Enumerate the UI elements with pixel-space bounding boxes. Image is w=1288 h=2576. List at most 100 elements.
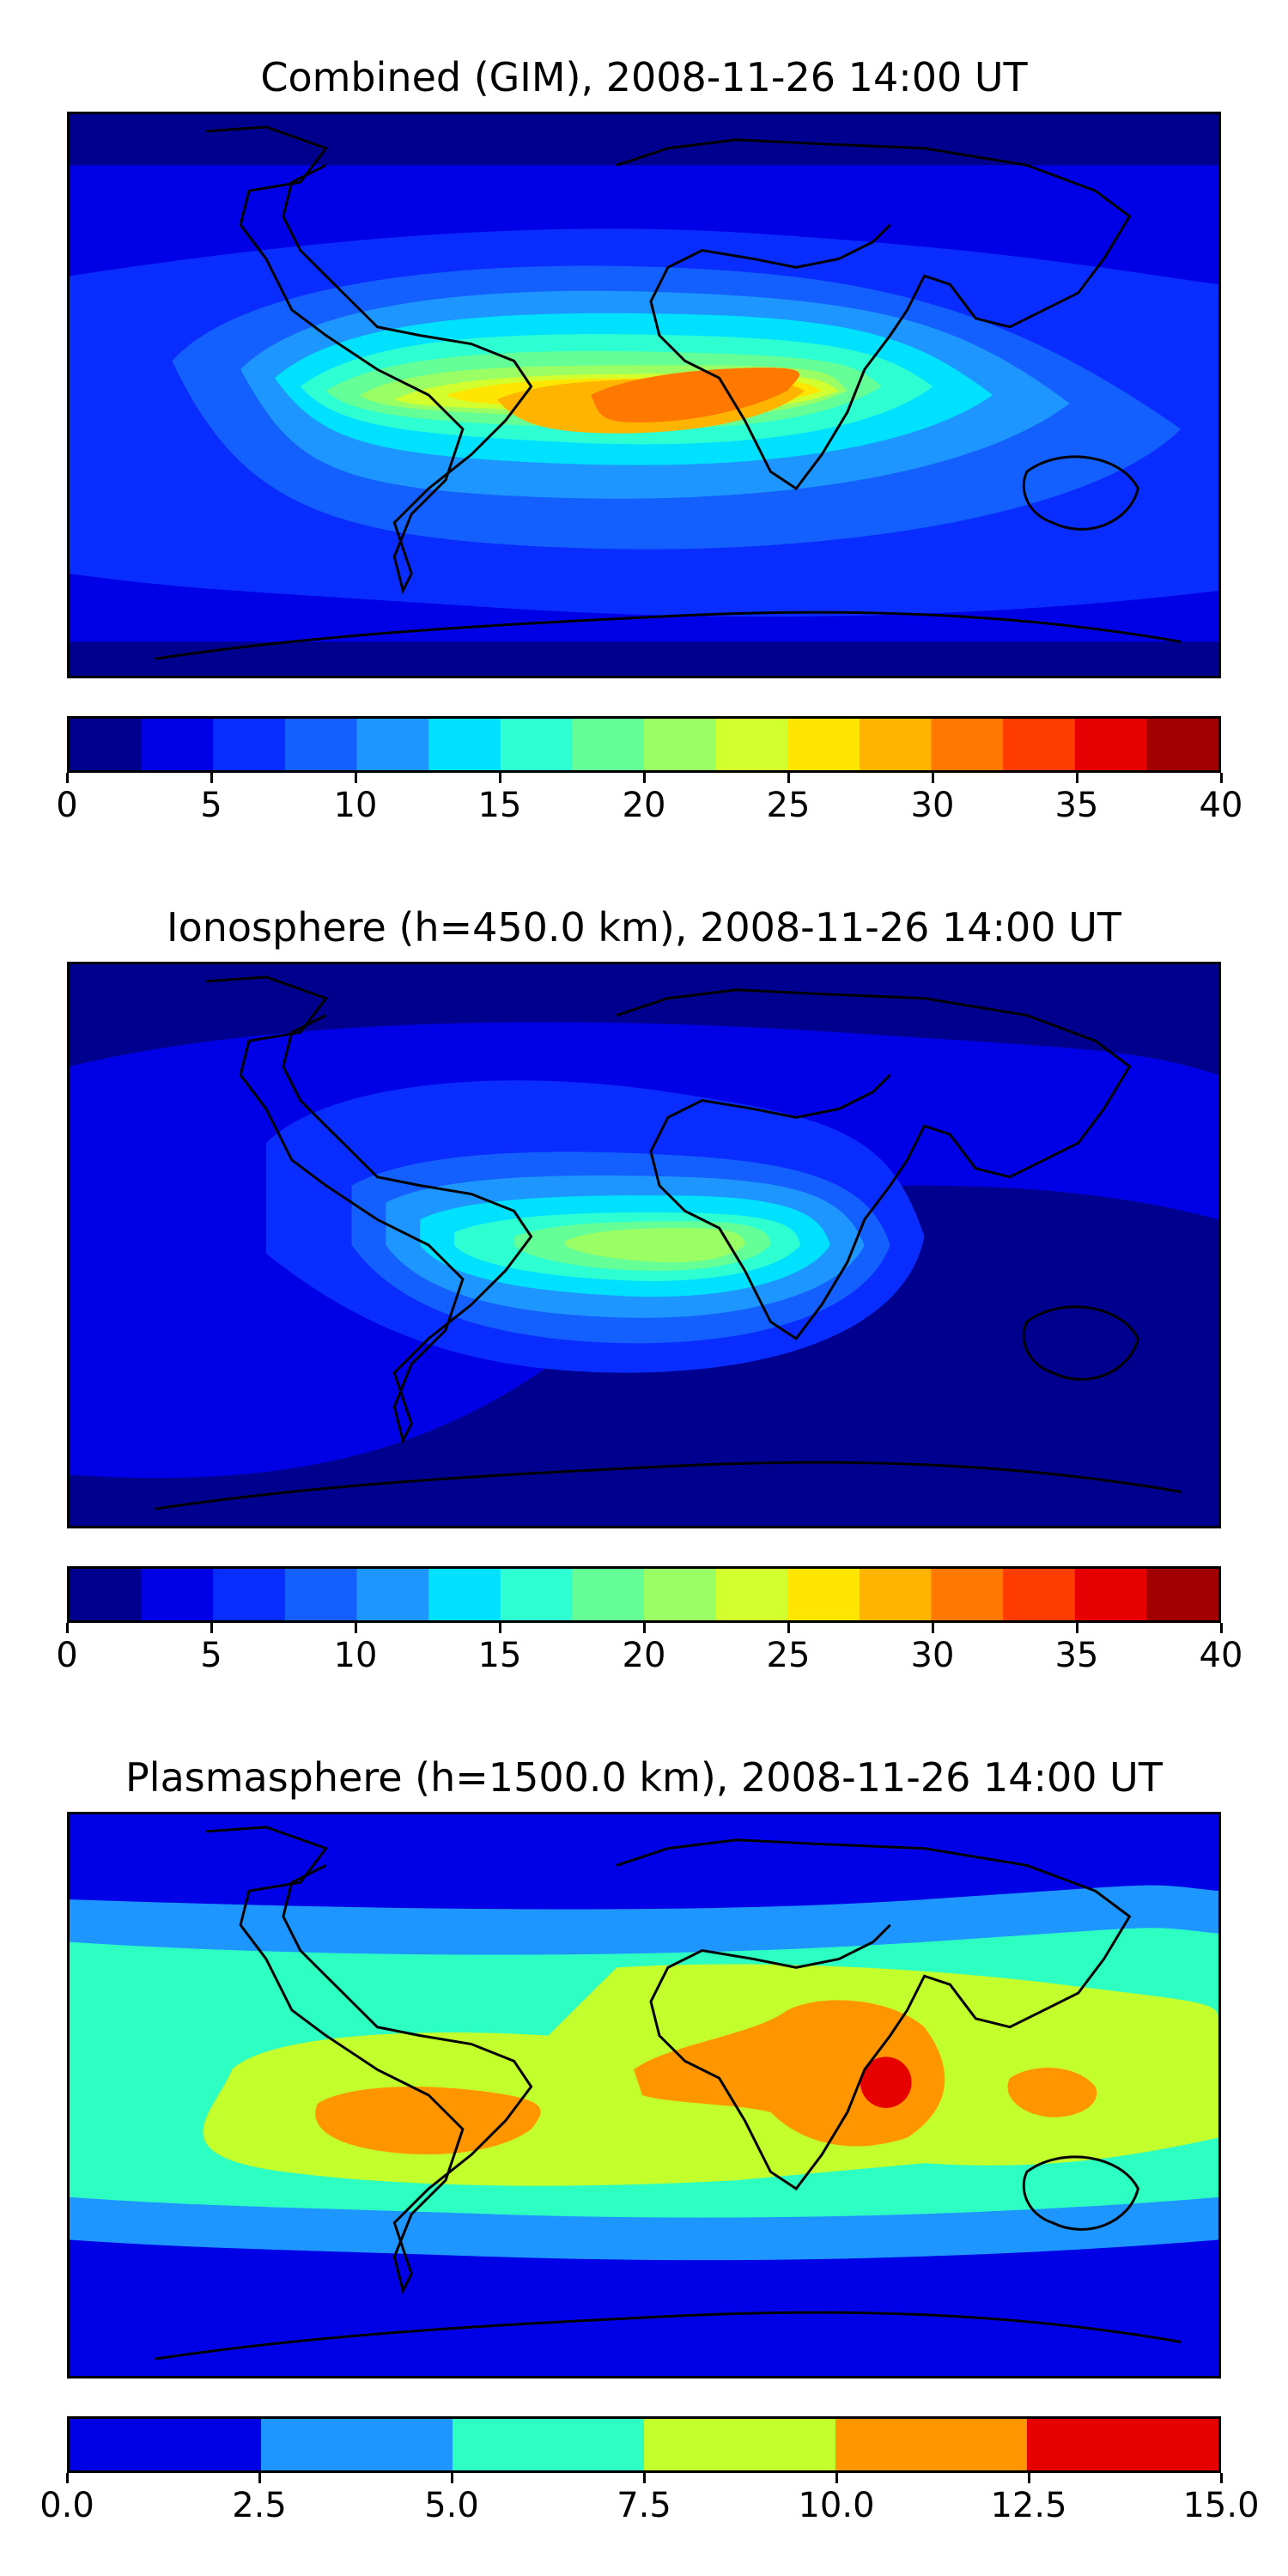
colorbar-tick-label: 12.5 [990,2486,1067,2525]
colorbar-swatch [787,1569,860,1620]
colorbar-tick-label: 10 [333,786,378,825]
colorbar [67,2416,1221,2473]
colorbar-swatch [859,1569,933,1620]
colorbar-swatch [1003,719,1076,770]
colorbar-tick-mark [65,2473,69,2483]
colorbar-swatch [931,1569,1004,1620]
colorbar-swatch [500,1569,573,1620]
colorbar-swatch [213,1569,286,1620]
colorbar-swatch [1146,719,1218,770]
colorbar-tick-mark [642,773,646,783]
colorbar-ticks: 0 5 10 15 20 25 30 35 40 [56,773,1242,825]
colorbar-swatch [644,2419,836,2470]
colorbar-tick-mark [787,1623,790,1633]
colorbar-tick-mark [642,1623,646,1633]
colorbar-swatch [1074,1569,1147,1620]
colorbar-swatch [644,1569,717,1620]
colorbar-swatch [70,2419,262,2470]
colorbar-tick-mark [1219,1623,1223,1633]
map-combined [67,112,1221,678]
colorbar-tick-label: 25 [766,1636,811,1675]
colorbar-swatch [428,1569,501,1620]
colorbar-tick-label: 20 [622,1636,666,1675]
colorbar-tick-label: 30 [910,1636,955,1675]
coastlines [155,975,1182,1510]
colorbar-ticks: 0.0 2.5 5.0 7.5 10.0 12.5 15.0 [39,2473,1260,2525]
colorbar-swatch [572,1569,645,1620]
colorbar-tick-mark [931,1623,934,1633]
colorbar-swatch [1027,2419,1218,2470]
colorbar-tick-mark [258,2473,261,2483]
colorbar-swatch [453,2419,645,2470]
colorbar-swatch [356,719,429,770]
colorbar-swatch [1074,719,1147,770]
colorbar-tick-mark [354,773,357,783]
colorbar-tick-mark [1075,1623,1078,1633]
colorbar-tick-label: 15 [477,786,522,825]
contour-map [70,1814,1218,2376]
level-4c [1007,2067,1097,2117]
colorbar-tick-mark [787,773,790,783]
panel-title: Ionosphere (h=450.0 km), 2008-11-26 14:0… [167,904,1121,951]
colorbar-tick-label: 10 [333,1636,378,1675]
colorbar-tick-label: 35 [1054,786,1099,825]
coastlines [155,1826,1182,2360]
colorbar-swatch [644,719,717,770]
colorbar-swatch [835,2419,1028,2470]
colorbar-tick-label: 0.0 [39,2486,94,2525]
colorbar-tick-label: 35 [1054,1636,1099,1675]
colorbar-swatches [70,719,1218,770]
colorbar-tick-label: 2.5 [232,2486,287,2525]
colorbar-tick-label: 10.0 [798,2486,875,2525]
level-5 [860,2057,912,2108]
colorbar-tick-mark [65,1623,69,1633]
colorbar-swatch [931,719,1004,770]
colorbar-swatch [141,1569,214,1620]
panel-title: Plasmasphere (h=1500.0 km), 2008-11-26 1… [125,1754,1163,1801]
colorbar-tick-label: 5 [200,1636,222,1675]
colorbar-tick-label: 15 [477,1636,522,1675]
colorbar-tick-mark [450,2473,453,2483]
colorbar-tick-mark [1219,773,1223,783]
colorbar-swatch [261,2419,453,2470]
colorbar-swatch [572,719,645,770]
colorbar-tick-mark [210,773,213,783]
colorbar-swatches [70,1569,1218,1620]
colorbar-tick-mark [1219,2473,1223,2483]
map-plasmasphere [67,1812,1221,2379]
level-4a [315,2087,541,2155]
colorbar-swatch [1003,1569,1076,1620]
colorbar-tick-label: 40 [1199,1636,1243,1675]
colorbar-tick-mark [835,2473,838,2483]
colorbar-swatch [70,1569,143,1620]
colorbar-tick-mark [210,1623,213,1633]
colorbar-swatch [500,719,573,770]
colorbar-tick-label: 7.5 [617,2486,671,2525]
colorbar-tick-mark [354,1623,357,1633]
colorbar-tick-label: 0 [56,786,78,825]
colorbar-swatch [715,719,788,770]
colorbar-tick-label: 40 [1199,786,1243,825]
level-8 [565,1228,745,1263]
colorbar-swatch [213,719,286,770]
contour-map [70,964,1218,1526]
colorbar-tick-mark [1027,2473,1030,2483]
colorbar-tick-label: 5 [200,786,222,825]
level-12 [591,368,800,422]
colorbar-tick-mark [642,2473,646,2483]
colorbar-swatch [284,1569,358,1620]
colorbar-swatches [70,2419,1218,2470]
colorbar-tick-label: 25 [766,786,811,825]
colorbar-swatch [715,1569,788,1620]
panel-title: Combined (GIM), 2008-11-26 14:00 UT [260,54,1028,100]
colorbar-tick-label: 5.0 [424,2486,479,2525]
colorbar-tick-label: 20 [622,786,666,825]
colorbar-swatch [284,719,358,770]
colorbar-tick-mark [931,773,934,783]
colorbar [67,716,1221,773]
colorbar-swatch [356,1569,429,1620]
colorbar-tick-label: 30 [910,786,955,825]
colorbar [67,1566,1221,1623]
colorbar-ticks: 0 5 10 15 20 25 30 35 40 [56,1623,1242,1675]
colorbar-swatch [1146,1569,1218,1620]
